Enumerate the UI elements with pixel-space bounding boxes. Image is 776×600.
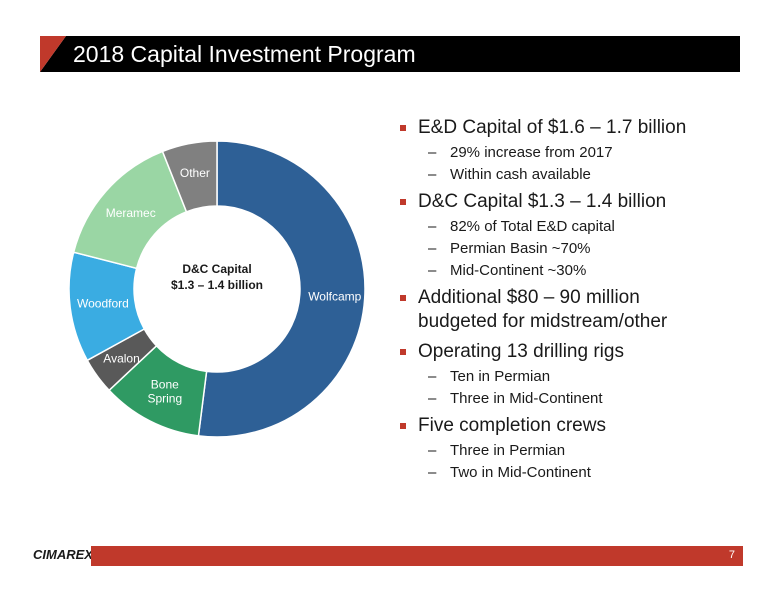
sub-bullet-text: Three in Mid-Continent (450, 390, 603, 407)
dash-icon: – (428, 262, 437, 279)
bullet-square-icon (400, 199, 406, 205)
donut-center-label: D&C Capital $1.3 – 1.4 billion (171, 262, 263, 292)
dash-icon: – (428, 442, 437, 459)
slide-title: 2018 Capital Investment Program (73, 41, 416, 67)
sub-bullet-text: Two in Mid-Continent (450, 464, 591, 481)
sub-bullet-text: 82% of Total E&D capital (450, 218, 615, 235)
bullet-item: Five completion crews (400, 414, 760, 438)
bullet-text: Additional $80 – 90 million budgeted for… (418, 287, 668, 332)
bullet-item: Additional $80 – 90 million budgeted for… (400, 286, 760, 334)
sub-bullet-item: –29% increase from 2017 (428, 143, 760, 162)
bullet-item: E&D Capital of $1.6 – 1.7 billion (400, 116, 760, 140)
bullet-square-icon (400, 295, 406, 301)
dash-icon: – (428, 368, 437, 385)
bullet-square-icon (400, 349, 406, 355)
slice-label: Wolfcamp (308, 289, 361, 303)
slice-label: Other (180, 166, 210, 180)
slice-label: Meramec (106, 206, 156, 220)
bullet-text: Five completion crews (418, 415, 606, 436)
sub-bullet-item: – Two in Mid-Continent (428, 463, 760, 482)
bullet-item: Operating 13 drilling rigs (400, 340, 760, 364)
page-number: 7 (728, 549, 735, 561)
dash-icon: – (428, 144, 437, 161)
sub-bullet-item: – Ten in Permian (428, 367, 760, 386)
slice-label: Woodford (77, 296, 129, 310)
donut-chart-svg: Wolfcamp Bone Spring Avalon Woodford Meramec O… (68, 140, 366, 438)
dash-icon: – (428, 464, 437, 481)
bullet-text: E&D Capital of $1.6 – 1.7 billion (418, 117, 687, 138)
sub-bullet-item: – Three in Mid-Continent (428, 389, 760, 408)
sub-bullet-item: –82% of Total E&D capital (428, 217, 760, 236)
donut-chart: Wolfcamp Bone Spring Avalon Woodford Meramec O… (60, 130, 370, 450)
footer: CIMAREX 7 (33, 546, 745, 566)
bullet-text: D&C Capital $1.3 – 1.4 billion (418, 191, 667, 212)
dash-icon: – (428, 390, 437, 407)
bullet-square-icon (400, 423, 406, 429)
slice-label: Bone Spring (147, 377, 182, 405)
title-bar-background (40, 36, 740, 72)
dash-icon: – (428, 166, 437, 183)
sub-bullet-text: Permian Basin ~70% (450, 240, 591, 257)
sub-bullet-text: 29% increase from 2017 (450, 144, 613, 161)
cimarex-logo: CIMAREX (33, 547, 93, 562)
sub-bullet-item: – Within cash available (428, 165, 760, 184)
sub-bullet-text: Ten in Permian (450, 368, 551, 385)
bullet-square-icon (400, 125, 406, 131)
bullet-text: Operating 13 drilling rigs (418, 341, 624, 362)
footer-bar: 7 (91, 546, 743, 566)
sub-bullet-item: – Three in Permian (428, 441, 760, 460)
sub-bullet-text: Within cash available (450, 166, 591, 183)
bullet-list: E&D Capital of $1.6 – 1.7 billion –29% in… (400, 112, 760, 482)
slice-label: Avalon (103, 351, 139, 365)
title-bar: 2018 Capital Investment Program (40, 36, 740, 72)
dash-icon: – (428, 240, 437, 257)
sub-bullet-item: – Permian Basin ~70% (428, 239, 760, 258)
sub-bullet-item: – Mid-Continent ~30% (428, 261, 760, 280)
slice-wolfcamp (197, 140, 366, 438)
slice-other (161, 140, 218, 213)
dash-icon: – (428, 218, 437, 235)
sub-bullet-text: Three in Permian (450, 442, 566, 459)
bullet-item: D&C Capital $1.3 – 1.4 billion (400, 190, 760, 214)
sub-bullet-text: Mid-Continent ~30% (450, 262, 587, 279)
